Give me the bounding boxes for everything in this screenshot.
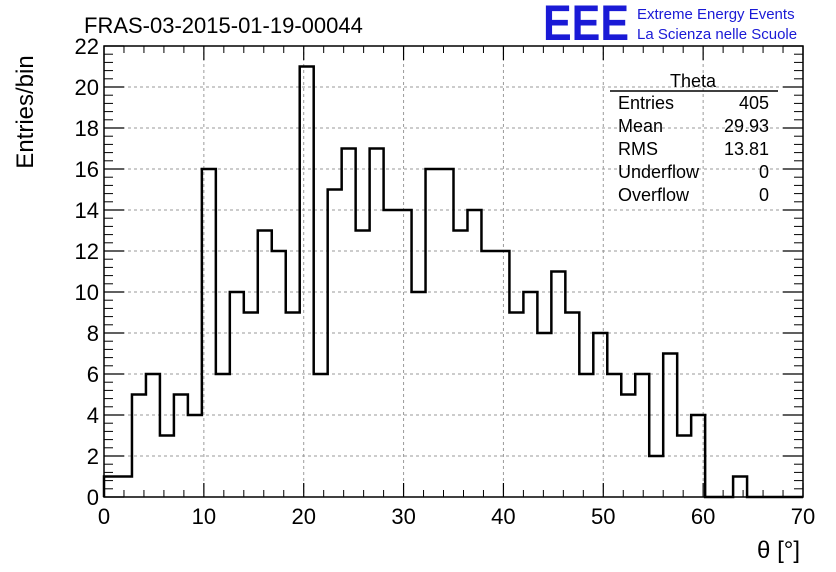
x-tick-label: 0 xyxy=(98,504,110,529)
y-tick-label: 4 xyxy=(87,403,99,428)
chart-title: FRAS-03-2015-01-19-00044 xyxy=(84,13,363,38)
logo-line-2: La Scienza nelle Scuole xyxy=(637,26,797,43)
y-tick-label: 12 xyxy=(75,239,99,264)
y-tick-label: 18 xyxy=(75,116,99,141)
stats-box: Theta Entries 405 Mean 29.93 RMS 13.81 U… xyxy=(610,71,778,205)
eee-logo: EEE Extreme Energy Events La Scienza nel… xyxy=(543,0,797,51)
stat-label-underflow: Underflow xyxy=(618,162,700,182)
x-tick-label: 40 xyxy=(491,504,515,529)
stat-value-entries: 405 xyxy=(739,93,769,113)
x-tick-label: 30 xyxy=(391,504,415,529)
axis-ticks xyxy=(103,45,804,498)
histogram-outline xyxy=(102,65,803,499)
grid-lines xyxy=(104,46,803,497)
y-tick-label: 8 xyxy=(87,321,99,346)
stat-label-overflow: Overflow xyxy=(618,185,690,205)
stat-value-overflow: 0 xyxy=(759,185,769,205)
x-axis-title: θ [°] xyxy=(757,537,800,564)
eee-logo-mark: EEE xyxy=(543,0,629,51)
y-tick-label: 0 xyxy=(87,485,99,510)
logo-line-1: Extreme Energy Events xyxy=(637,6,795,23)
y-tick-label: 10 xyxy=(75,280,99,305)
stat-value-mean: 29.93 xyxy=(724,116,769,136)
stats-title: Theta xyxy=(670,71,717,91)
y-tick-label: 16 xyxy=(75,157,99,182)
x-tick-label: 60 xyxy=(691,504,715,529)
stat-label-rms: RMS xyxy=(618,139,658,159)
stat-label-mean: Mean xyxy=(618,116,663,136)
y-tick-label: 22 xyxy=(75,34,99,59)
x-tick-label: 10 xyxy=(192,504,216,529)
plot-frame xyxy=(103,45,804,498)
x-tick-label: 20 xyxy=(291,504,315,529)
y-tick-label: 6 xyxy=(87,362,99,387)
stat-value-rms: 13.81 xyxy=(724,139,769,159)
y-tick-label: 14 xyxy=(75,198,99,223)
y-tick-label: 2 xyxy=(87,444,99,469)
stat-value-underflow: 0 xyxy=(759,162,769,182)
x-tick-label: 50 xyxy=(591,504,615,529)
stat-label-entries: Entries xyxy=(618,93,674,113)
y-axis-title: Entries/bin xyxy=(12,55,39,168)
x-tick-label: 70 xyxy=(791,504,815,529)
y-tick-label: 20 xyxy=(75,75,99,100)
